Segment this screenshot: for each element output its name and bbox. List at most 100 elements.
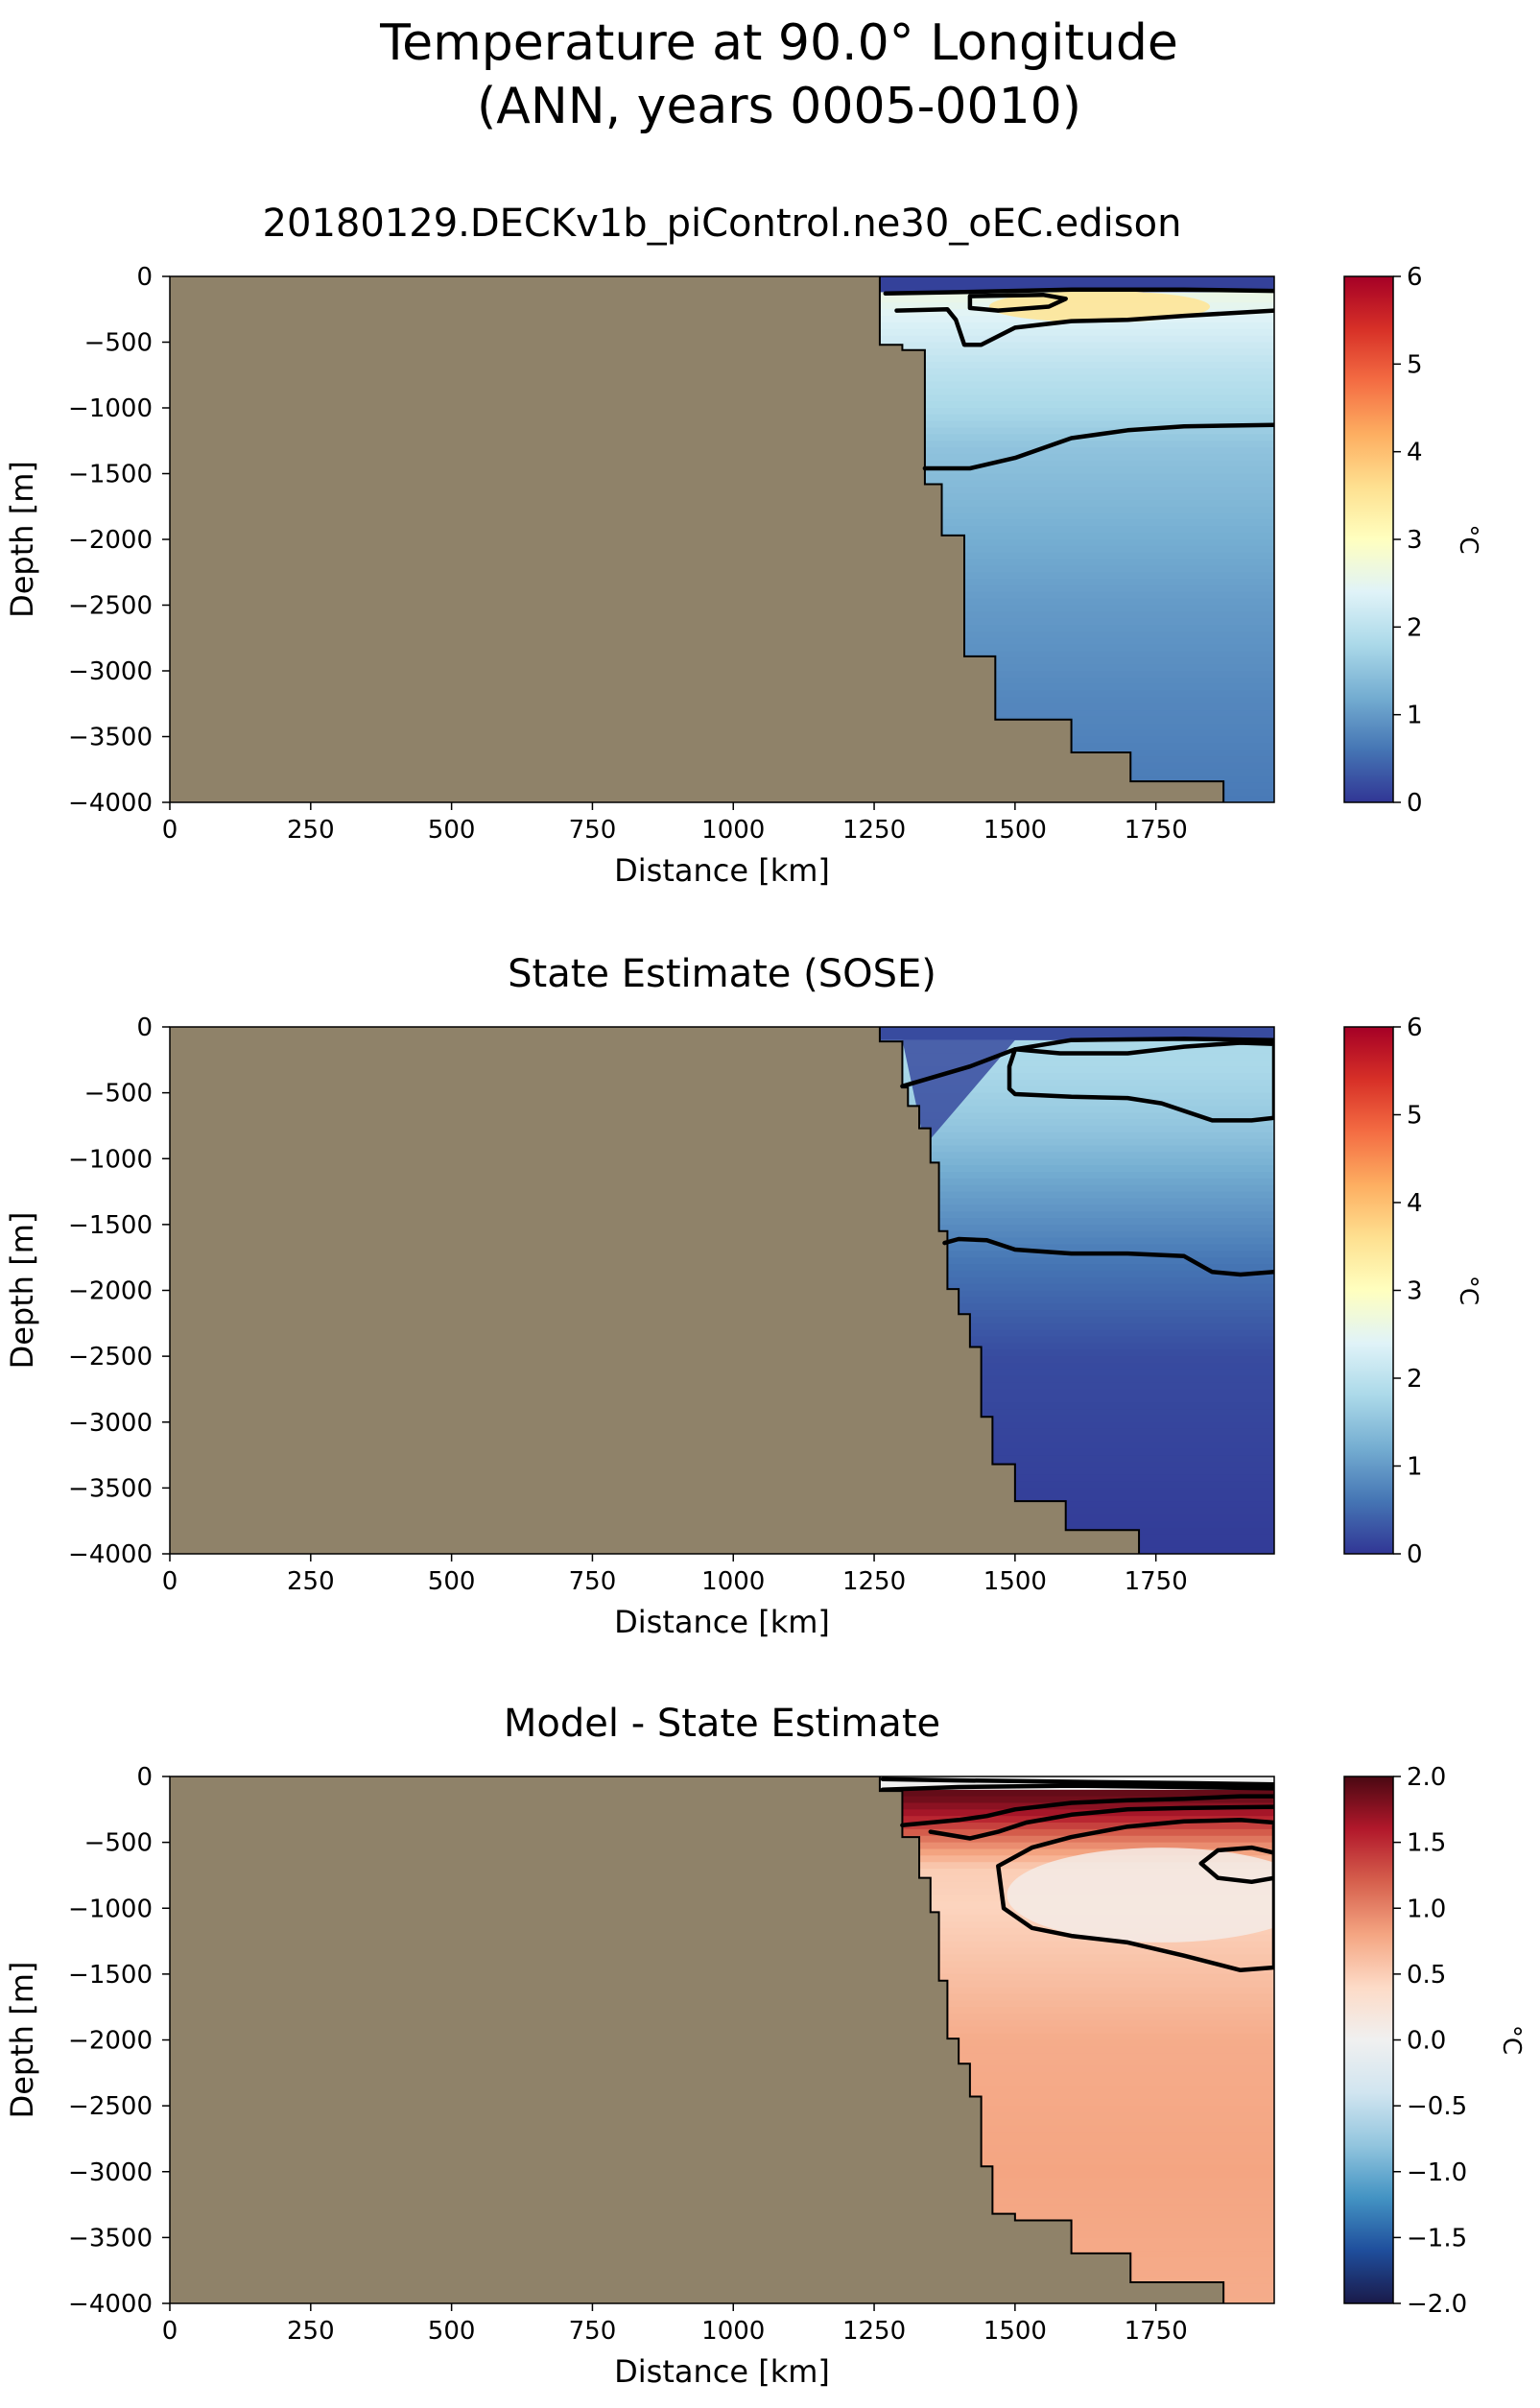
colorbar-tick-label: 0.0 bbox=[1407, 2027, 1446, 2056]
contour-line bbox=[928, 1804, 1274, 1841]
field-band bbox=[879, 1283, 1274, 1292]
colorbar-tick-label: 4 bbox=[1407, 1189, 1423, 1218]
field-band bbox=[879, 466, 1274, 475]
field-band bbox=[879, 1184, 1274, 1193]
field-band bbox=[879, 1276, 1274, 1285]
field-band bbox=[879, 1828, 1274, 1837]
y-tick-label: −500 bbox=[84, 329, 153, 358]
field-band bbox=[879, 552, 1274, 560]
land-mask bbox=[170, 1776, 1224, 2303]
field-band bbox=[879, 637, 1274, 646]
field-band bbox=[879, 2118, 1274, 2127]
panel-model: 20180129.DECKv1b_piControl.ne30_oEC.edis… bbox=[4, 202, 1482, 889]
field-band bbox=[879, 381, 1274, 390]
y-tick-label: −500 bbox=[84, 1829, 153, 1858]
y-tick-label: −2000 bbox=[68, 2027, 153, 2056]
field-band bbox=[879, 2152, 1274, 2160]
field-band bbox=[879, 1941, 1274, 1949]
field-band bbox=[879, 1973, 1274, 1982]
y-tick-label: −3500 bbox=[68, 724, 153, 752]
contour-line bbox=[922, 422, 1274, 471]
field-band bbox=[879, 1323, 1274, 1331]
field-band bbox=[879, 1796, 1274, 1804]
field-band bbox=[879, 1099, 1274, 1108]
field-band bbox=[879, 355, 1274, 364]
field-band bbox=[879, 487, 1274, 495]
y-tick-label: −3000 bbox=[68, 2158, 153, 2187]
field-band bbox=[879, 322, 1274, 330]
x-axis-label: Distance [km] bbox=[614, 2353, 830, 2390]
land-mask bbox=[170, 276, 1224, 802]
field-band bbox=[879, 1046, 1274, 1055]
y-axis-label: Depth [m] bbox=[4, 1212, 40, 1370]
contour-line bbox=[1007, 1040, 1274, 1123]
colorbar: 0 1 2 3 4 5 6 °C bbox=[1343, 1013, 1482, 1569]
field-band bbox=[879, 2053, 1274, 2062]
panel-title: State Estimate (SOSE) bbox=[508, 952, 936, 996]
contour-line bbox=[894, 307, 1274, 347]
y-tick-label: −3000 bbox=[68, 657, 153, 686]
figure-title-line1: Temperature at 90.0° Longitude bbox=[379, 14, 1178, 72]
y-tick-label: −2500 bbox=[68, 2092, 153, 2121]
field-band bbox=[879, 625, 1274, 632]
field-band bbox=[879, 1106, 1274, 1114]
field-band bbox=[879, 611, 1274, 620]
field-band bbox=[879, 480, 1274, 489]
field-band bbox=[879, 1218, 1274, 1226]
field-band bbox=[879, 2086, 1274, 2094]
colorbar-tick-label: 3 bbox=[1407, 526, 1423, 555]
field-band bbox=[879, 2099, 1274, 2108]
field-band bbox=[879, 736, 1274, 745]
plot-area bbox=[170, 1776, 1274, 2303]
field-band bbox=[879, 1290, 1274, 1299]
field-band bbox=[879, 1369, 1274, 1377]
field-band bbox=[879, 598, 1274, 607]
field-band bbox=[879, 2072, 1274, 2081]
field-band bbox=[879, 499, 1274, 508]
field-band bbox=[879, 703, 1274, 712]
plot-area bbox=[170, 276, 1274, 802]
field-band bbox=[879, 743, 1274, 751]
colorbar-tick-label: 5 bbox=[1407, 1102, 1423, 1131]
field-band bbox=[879, 1204, 1274, 1213]
colorbar-tick-label: 6 bbox=[1407, 263, 1423, 292]
field-band bbox=[879, 539, 1274, 547]
y-tick-label: −1500 bbox=[68, 1211, 153, 1240]
field-band bbox=[879, 2046, 1274, 2055]
contour-line bbox=[880, 1776, 1274, 1787]
field-band bbox=[879, 1165, 1274, 1173]
field-band bbox=[879, 348, 1274, 357]
field-band bbox=[879, 2224, 1274, 2232]
field-band bbox=[879, 1211, 1274, 1220]
field-band bbox=[879, 1138, 1274, 1147]
panel-model-minus-state-estimate: Model - State Estimate 0 250 500 750 1000 1250… bbox=[4, 1702, 1526, 2390]
field-band bbox=[879, 1244, 1274, 1252]
field-band bbox=[879, 1237, 1274, 1246]
y-tick-label: −2500 bbox=[68, 1343, 153, 1371]
field-band bbox=[879, 2125, 1274, 2134]
plot-area bbox=[170, 1027, 1274, 1554]
field-band bbox=[879, 1842, 1274, 1850]
field-band bbox=[879, 1514, 1274, 1522]
field-band bbox=[879, 533, 1274, 540]
field-band bbox=[879, 2164, 1274, 2173]
field-band bbox=[879, 2060, 1274, 2067]
x-tick-label: 750 bbox=[569, 816, 617, 845]
field-band bbox=[879, 1980, 1274, 1989]
panel-title: Model - State Estimate bbox=[504, 1702, 940, 1746]
contour-line bbox=[1198, 1845, 1274, 1885]
field-band bbox=[879, 1415, 1274, 1423]
field-band bbox=[879, 697, 1274, 705]
field-band bbox=[879, 1474, 1274, 1483]
y-tick-label: −3500 bbox=[68, 1474, 153, 1503]
field-band bbox=[879, 1303, 1274, 1312]
field-band bbox=[879, 526, 1274, 535]
x-tick-label: 1500 bbox=[983, 1567, 1047, 1596]
field-band bbox=[879, 1264, 1274, 1272]
field-band bbox=[879, 2065, 1274, 2074]
field-band bbox=[879, 401, 1274, 409]
field-band bbox=[879, 584, 1274, 593]
field-band bbox=[879, 1501, 1274, 1509]
field-band bbox=[879, 690, 1274, 699]
